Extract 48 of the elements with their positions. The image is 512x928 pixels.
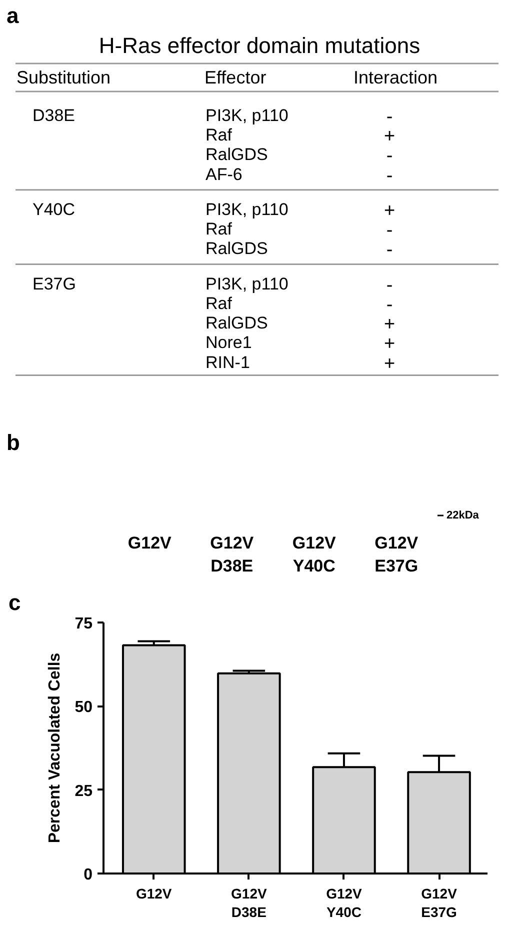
text: + xyxy=(384,314,396,336)
text: Raf xyxy=(206,126,232,145)
text: a xyxy=(6,3,20,28)
y-tick-label: 75 xyxy=(74,616,93,632)
category-label: Effector xyxy=(204,68,266,88)
text: - xyxy=(386,274,393,296)
text: Nore1 xyxy=(206,333,252,352)
text: AF-6 xyxy=(206,164,242,184)
category-label: G12V xyxy=(128,534,172,552)
text: 22kDa xyxy=(446,510,480,522)
y-tick-label: 0 xyxy=(84,866,93,884)
text: H-Ras effector domain mutations xyxy=(98,33,420,58)
text: PI3K, p110 xyxy=(206,274,288,294)
x-tick-label: G12V xyxy=(136,886,172,902)
x-tick-label: G12V D38E xyxy=(231,886,268,920)
category-label: Interaction xyxy=(354,68,438,88)
text: - xyxy=(386,146,393,167)
x-tick-label: G12V Y40C xyxy=(326,886,363,920)
text: Raf xyxy=(206,294,232,313)
category-label: Substitution xyxy=(16,68,111,88)
text: - xyxy=(386,294,393,316)
text: RalGDS xyxy=(206,145,268,164)
text: Y40C xyxy=(32,200,76,219)
text: + xyxy=(384,334,396,355)
text: - xyxy=(386,240,393,261)
category-label: G12V D38E xyxy=(210,534,254,576)
text: PI3K, p110 xyxy=(206,200,288,219)
category-label: G12V Y40C xyxy=(292,534,337,576)
text: + xyxy=(384,200,396,222)
y-tick-label: 50 xyxy=(74,699,93,716)
text: b xyxy=(6,430,20,455)
x-tick-label: G12V E37G xyxy=(421,886,458,920)
text: RIN-1 xyxy=(206,352,250,372)
text: + xyxy=(384,126,396,148)
category-label: G12V E37G xyxy=(374,534,419,576)
y-tick-label: 25 xyxy=(74,782,93,800)
text: - xyxy=(386,165,393,186)
y-axis-title: Percent Vacuolated Cells xyxy=(46,652,64,844)
text: Raf xyxy=(206,220,232,239)
text: D38E xyxy=(32,106,76,125)
text: - xyxy=(386,220,393,242)
text: PI3K, p110 xyxy=(206,106,288,125)
text: RalGDS xyxy=(206,239,268,258)
text: E37G xyxy=(32,274,76,294)
text: + xyxy=(384,353,396,374)
text: - xyxy=(386,106,393,128)
text: RalGDS xyxy=(206,314,268,333)
text: c xyxy=(8,590,21,615)
